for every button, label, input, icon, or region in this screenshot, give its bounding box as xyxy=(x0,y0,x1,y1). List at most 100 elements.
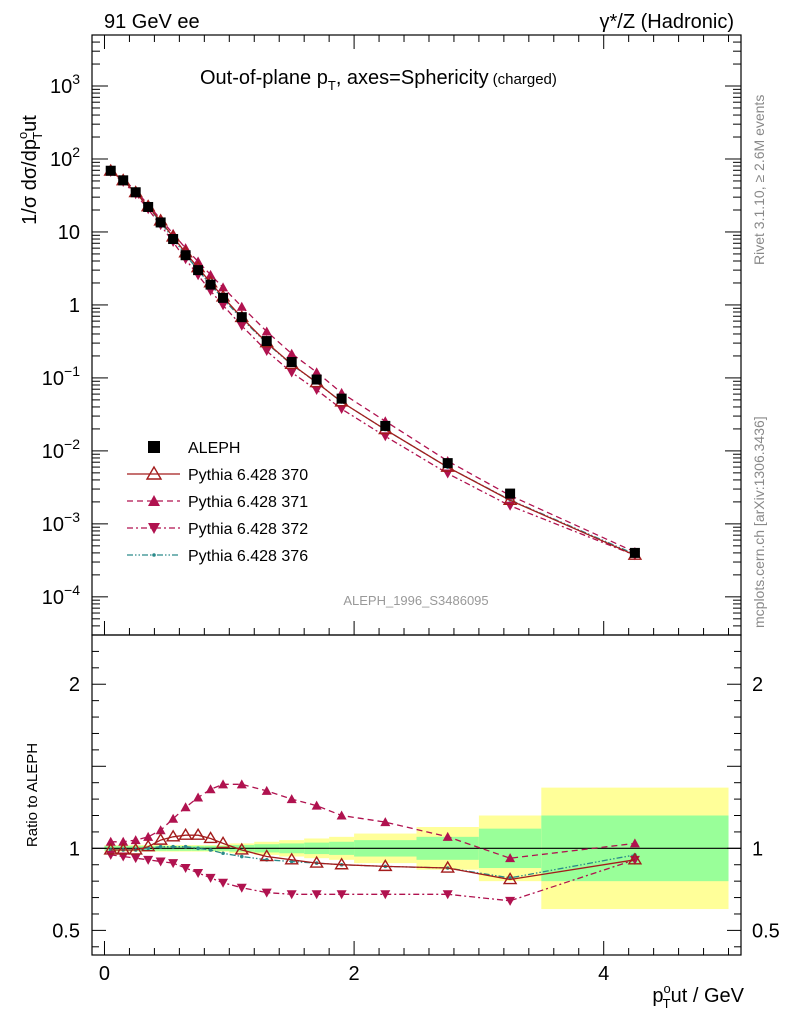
y-tick-exp: −3 xyxy=(64,509,80,525)
series-2-ratio-point xyxy=(205,784,216,794)
main-series xyxy=(103,163,643,561)
series-3-ratio-point xyxy=(180,864,191,874)
series-1-ratio-point xyxy=(178,827,193,840)
series-0-data-point xyxy=(629,547,640,558)
header-left: 91 GeV ee xyxy=(104,11,200,33)
series-3-ratio-point xyxy=(236,883,247,893)
series-3-ratio-point xyxy=(286,890,297,900)
series-0-data-point xyxy=(286,357,297,368)
series-1-ratio-point xyxy=(128,842,143,855)
series-1-ratio-point xyxy=(259,849,274,862)
y-tick-exp: 3 xyxy=(72,71,80,87)
title-sub: T xyxy=(328,78,336,93)
ratio-tick-label-right: 2 xyxy=(752,674,763,696)
ratio-plot-frame xyxy=(91,634,742,956)
series-3-main-point xyxy=(380,432,391,442)
series-0-data-point xyxy=(218,292,229,303)
y-tick-base: 10 xyxy=(42,368,64,390)
ylabel-sup: o xyxy=(15,132,30,139)
series-3-ratio-point xyxy=(311,890,322,900)
series-1-ratio-point xyxy=(140,839,156,852)
series-2-ratio-point xyxy=(193,792,204,802)
series-0-data-point xyxy=(311,374,322,385)
series-2-ratio-point xyxy=(261,785,272,795)
series-2-ratio-point xyxy=(629,838,640,848)
side-label-top: Rivet 3.1.10, ≥ 2.6M events xyxy=(751,95,767,265)
series-0-data-point xyxy=(155,217,166,228)
series-3-main-point xyxy=(336,405,347,415)
series-0-data-point xyxy=(261,336,272,347)
series-0-data-point xyxy=(118,175,129,186)
y-tick-label: 10 xyxy=(58,222,80,244)
series-1-ratio-point xyxy=(440,860,455,873)
header-right: γ*/Z (Hadronic) xyxy=(600,11,734,33)
y-tick-label: 102 xyxy=(50,144,80,171)
y-tick-base: 10 xyxy=(50,76,72,98)
series-4-ratio-point xyxy=(208,848,213,852)
title-rest: , axes=Sphericity xyxy=(336,67,489,89)
legend-entry-4-label: Pythia 6.428 376 xyxy=(188,548,308,565)
series-3-ratio-point xyxy=(218,878,229,888)
series-3-ratio-point xyxy=(261,888,272,898)
series-3-ratio-point xyxy=(380,890,391,900)
series-3-ratio-point xyxy=(442,890,453,900)
series-3-ratio-point xyxy=(205,873,216,883)
y-tick-base: 10 xyxy=(42,514,64,536)
series-0-data-point xyxy=(505,488,516,499)
series-3-main-point xyxy=(311,385,322,395)
series-1-ratio-point xyxy=(627,852,643,865)
series-3-main-point xyxy=(218,301,229,311)
series-2-ratio-point xyxy=(505,853,516,863)
legend-entry-2-label: Pythia 6.428 371 xyxy=(188,494,308,511)
x-tick-label: 2 xyxy=(349,963,360,985)
legend-entry-4-marker xyxy=(152,553,156,557)
xlabel-a: p xyxy=(652,985,663,1007)
series-1-ratio-point xyxy=(215,836,231,849)
y-tick-label: 103 xyxy=(50,71,80,98)
series-3-ratio-point xyxy=(118,852,129,862)
series-0-data-point xyxy=(180,250,191,261)
series-4-ratio-point xyxy=(183,844,188,849)
series-2-main-point xyxy=(261,326,272,336)
ratio-tick-label-right: 0.5 xyxy=(752,920,780,942)
ylabel-a: 1/σ dσ/dp xyxy=(19,139,41,225)
series-2-ratio-point xyxy=(118,836,129,846)
series-3-ratio-point xyxy=(193,868,204,878)
series-0-data-point xyxy=(336,393,347,404)
series-3-ratio-point xyxy=(130,854,141,864)
series-2-ratio-point xyxy=(168,813,179,823)
series-0-data-point xyxy=(105,165,116,176)
y-tick-exp: 2 xyxy=(72,144,80,160)
series-1-ratio-point xyxy=(153,832,168,845)
series-2-ratio-point xyxy=(380,817,391,827)
legend-entry-1-label: Pythia 6.428 370 xyxy=(188,467,308,484)
series-3-main-point xyxy=(286,368,297,378)
series-4-ratio-point xyxy=(171,844,175,849)
ratio-tick-label-left: 1 xyxy=(69,838,80,860)
series-1-ratio-point xyxy=(103,842,118,855)
series-0-data-point xyxy=(168,234,179,245)
series-4-ratio-point xyxy=(158,844,163,849)
plot-title: Out-of-plane pT, axes=Sphericity (charged… xyxy=(200,67,557,93)
series-0-data-point xyxy=(236,312,247,323)
x-axis-label: po Tut / GeV xyxy=(652,981,744,1011)
y-tick-label: 10−4 xyxy=(42,582,80,609)
side-label-bottom: mcplots.cern.ch [arXiv:1306.3436] xyxy=(751,416,767,628)
y-tick-label: 10−2 xyxy=(42,436,80,463)
uncertainty-bands xyxy=(92,787,741,910)
x-tick-label: 4 xyxy=(598,963,609,985)
series-3-main-point xyxy=(236,321,247,331)
series-0-data-point xyxy=(130,187,141,198)
series-1-ratio-point xyxy=(284,852,299,865)
y-tick-base: 10 xyxy=(58,222,80,244)
series-2-ratio-point xyxy=(105,836,116,846)
legend-entry-3-label: Pythia 6.428 372 xyxy=(188,521,308,538)
legend-entry-0-marker xyxy=(148,441,160,453)
series-3-ratio-point xyxy=(105,850,116,860)
series-2-ratio-point xyxy=(311,800,322,810)
series-2-ratio-point xyxy=(286,794,297,804)
y-tick-exp: −4 xyxy=(64,582,80,598)
legend-entry-3-marker xyxy=(148,523,160,534)
series-0-data-point xyxy=(193,265,204,276)
